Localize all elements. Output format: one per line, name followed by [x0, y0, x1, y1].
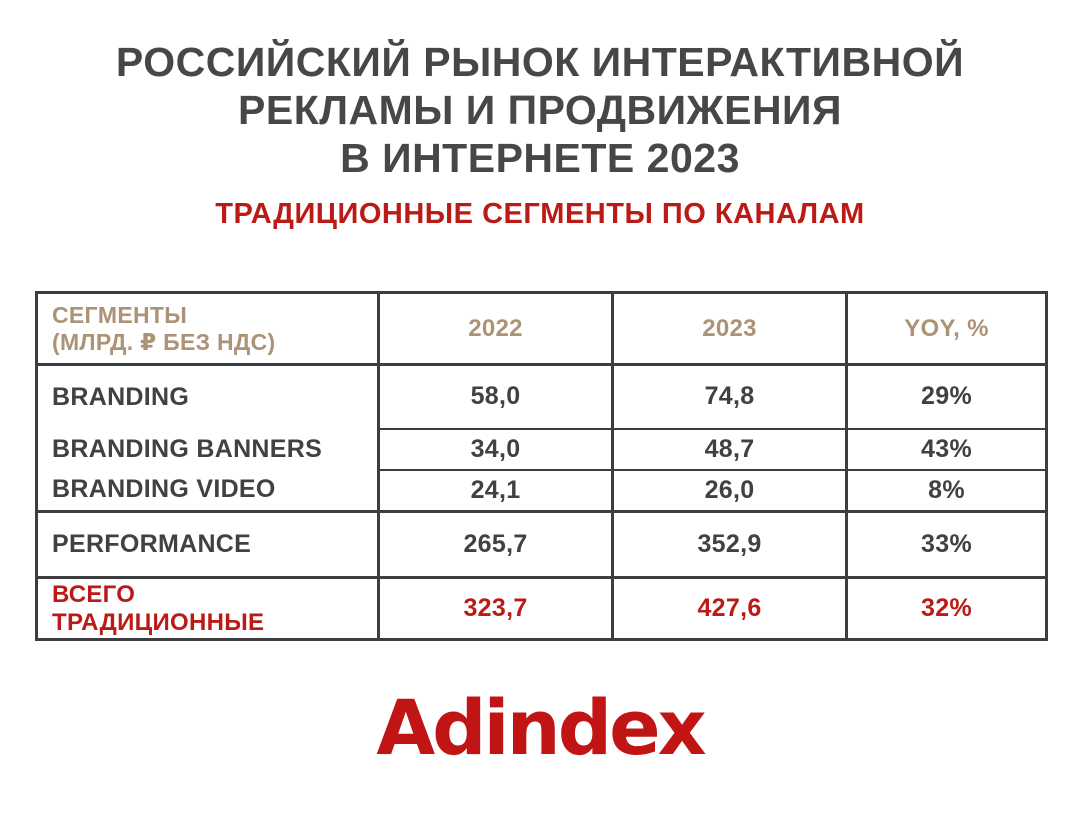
table-row-total-traditional: ВСЕГО ТРАДИЦИОННЫЕ 323,7 427,6 32% [35, 577, 1048, 641]
row-label: PERFORMANCE [35, 511, 380, 579]
value-yoy: 33% [845, 511, 1048, 579]
header-cell-2022: 2022 [377, 291, 614, 366]
segments-table: СЕГМЕНТЫ (МЛРД. ₽ БЕЗ НДС) 2022 2023 YOY… [35, 291, 1048, 641]
segments-table-container: СЕГМЕНТЫ (МЛРД. ₽ БЕЗ НДС) 2022 2023 YOY… [35, 291, 1048, 641]
value-2022: 34,0 [377, 428, 614, 471]
header-cell-2023: 2023 [611, 291, 848, 366]
value-yoy: 29% [845, 364, 1048, 430]
page-subtitle: ТРАДИЦИОННЫЕ СЕГМЕНТЫ ПО КАНАЛАМ [215, 198, 865, 230]
value-2022: 58,0 [377, 364, 614, 430]
table-row-branding: BRANDING 58,0 74,8 29% [35, 364, 1048, 430]
table-row-performance: PERFORMANCE 265,7 352,9 33% [35, 511, 1048, 579]
value-2022: 323,7 [377, 577, 614, 641]
value-yoy: 8% [845, 469, 1048, 513]
title-line-1: РОССИЙСКИЙ РЫНОК ИНТЕРАКТИВНОЙ [115, 39, 965, 85]
value-2023: 48,7 [611, 428, 848, 471]
value-2022: 265,7 [377, 511, 614, 579]
title-line-2: РЕКЛАМЫ И ПРОДВИЖЕНИЯ [238, 87, 842, 133]
value-2023: 74,8 [611, 364, 848, 430]
table-row-branding-banners: BRANDING BANNERS 34,0 48,7 43% [35, 428, 1048, 471]
value-2023: 352,9 [611, 511, 848, 579]
table-header-row: СЕГМЕНТЫ (МЛРД. ₽ БЕЗ НДС) 2022 2023 YOY… [35, 291, 1048, 366]
value-yoy: 32% [845, 577, 1048, 641]
page-title: РОССИЙСКИЙ РЫНОК ИНТЕРАКТИВНОЙ РЕКЛАМЫ И… [0, 38, 1080, 182]
row-label: BRANDING [35, 364, 380, 429]
value-2023: 26,0 [611, 469, 848, 513]
title-line-3: В ИНТЕРНЕТЕ 2023 [340, 135, 740, 181]
row-label: BRANDING VIDEO [35, 469, 380, 513]
table-row-branding-video: BRANDING VIDEO 24,1 26,0 8% [35, 469, 1048, 513]
header-cell-yoy: YOY, % [845, 291, 1048, 366]
value-2022: 24,1 [377, 469, 614, 513]
row-label: BRANDING BANNERS [35, 428, 380, 470]
value-2023: 427,6 [611, 577, 848, 641]
row-label: ВСЕГО ТРАДИЦИОННЫЕ [35, 577, 380, 641]
value-yoy: 43% [845, 428, 1048, 471]
adindex-logo: Adindex [376, 683, 706, 772]
header-cell-segments: СЕГМЕНТЫ (МЛРД. ₽ БЕЗ НДС) [35, 291, 380, 366]
